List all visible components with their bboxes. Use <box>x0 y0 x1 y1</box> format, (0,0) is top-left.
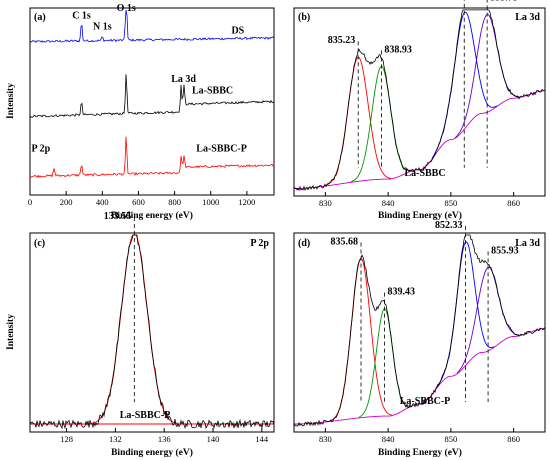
panel-c-p2p-la-sbbc-p: 128 132 136 140 144 133.55 (c) P 2p La-SBBC-… <box>6 211 275 458</box>
x-tick-label: 850 <box>445 198 458 208</box>
x-tick-label: 132 <box>109 434 122 444</box>
x-tick-label: 850 <box>445 434 458 444</box>
x-tick-label: 860 <box>507 198 520 208</box>
panel-b-x-ticks: 830 840 850 860 <box>319 192 520 208</box>
panel-a-survey-spectrum: 0 200 400 600 800 1000 1200 C 1sN 1s O 1s DS La 3… <box>6 3 275 221</box>
background-line <box>294 328 545 425</box>
x-tick-label: 128 <box>60 434 73 444</box>
component-peak-1 <box>329 257 393 422</box>
panel-c-x-ticks: 128 132 136 140 144 <box>60 428 269 444</box>
annotation-label: O 1s <box>117 3 136 14</box>
panel-a-x-ticks: 0 200 400 600 800 1000 1200 <box>28 191 255 207</box>
panel-c-label: (c) <box>34 238 45 249</box>
x-tick-label: 0 <box>28 197 32 207</box>
panel-d-label: (d) <box>298 238 310 249</box>
panel-d-frame <box>293 232 546 433</box>
panel-d-sample-label: La-SBBC-P <box>400 396 451 407</box>
x-tick-label: 830 <box>319 434 332 444</box>
panel-b-label: (b) <box>298 12 310 23</box>
panel-d-la3d-la-sbbc-p: 830 840 850 860 835.68 839.43 852.33 855.93 (d… <box>293 220 546 458</box>
annotation-label: La 3d <box>171 74 196 85</box>
peak-value-label: 855.78 <box>490 0 518 4</box>
panel-c-title: P 2p <box>250 238 269 249</box>
panel-c-peak-markers: 133.55 <box>104 211 135 403</box>
panel-a-y-axis-label: Intensity <box>6 83 16 119</box>
panel-b-title: La 3d <box>515 12 540 23</box>
raw-spectrum-line <box>29 234 275 430</box>
x-tick-label: 830 <box>319 198 332 208</box>
series-line-ds <box>29 9 275 43</box>
x-tick-label: 144 <box>255 434 269 444</box>
panel-b-sample-label: La-SBBC <box>404 168 445 179</box>
peak-value-label: 852.13 <box>434 0 462 2</box>
panel-a-x-axis-label: Binding energy (eV) <box>111 210 193 221</box>
x-tick-label: 800 <box>168 197 181 207</box>
x-tick-label: 1000 <box>202 197 219 207</box>
x-tick-label: 860 <box>507 434 520 444</box>
panel-b-peak-markers: 835.23 838.93 852.13 855.78 <box>328 0 518 168</box>
x-tick-label: 200 <box>60 197 73 207</box>
panel-c-x-axis-label: Binding energy (eV) <box>111 447 193 458</box>
peak-value-label: 852.33 <box>435 220 463 231</box>
x-tick-label: 840 <box>382 434 395 444</box>
panel-b-la3d-la-sbbc: 830 840 850 860 835.23 838.93 852.13 855.78 (b… <box>293 0 546 221</box>
x-tick-label: 140 <box>207 434 220 444</box>
panel-d-x-axis-label: Binding Energy (eV) <box>378 447 462 458</box>
panel-d-peak-markers: 835.68 839.43 852.33 855.93 <box>331 220 519 403</box>
raw-spectrum-line <box>293 234 546 427</box>
annotation-label: DS <box>231 25 244 36</box>
panel-c-sample-label: La-SBBC-P <box>120 410 171 421</box>
peak-value-label: 133.55 <box>104 211 132 222</box>
panel-d-x-ticks: 830 840 850 860 <box>319 428 520 444</box>
peak-value-label: 855.93 <box>491 245 519 256</box>
series-line-la-sbbc <box>29 74 275 118</box>
annotation-label: La-SBBC <box>192 85 233 96</box>
x-tick-label: 600 <box>132 197 145 207</box>
x-tick-label: 400 <box>96 197 109 207</box>
series-line-la-sbbc-p <box>29 136 275 178</box>
panel-c-curves <box>29 234 275 430</box>
panel-d-title: La 3d <box>515 238 540 249</box>
panel-b-frame <box>293 7 546 197</box>
annotation-label: P 2p <box>32 143 51 154</box>
peak-value-label: 838.93 <box>384 44 412 55</box>
panel-a-series <box>29 9 275 178</box>
x-tick-label: 840 <box>382 198 395 208</box>
peak-value-label: 835.23 <box>328 35 356 46</box>
peak-value-label: 839.43 <box>388 287 416 298</box>
panel-a-label: (a) <box>34 12 46 23</box>
panel-c-y-axis-label: Intensity <box>6 314 16 350</box>
annotation-label: C 1s <box>72 10 91 21</box>
panel-c-frame <box>29 232 275 433</box>
peak-value-label: 835.68 <box>331 236 359 247</box>
x-tick-label: 1200 <box>238 197 255 207</box>
panel-a-frame <box>29 7 275 196</box>
x-tick-label: 136 <box>158 434 171 444</box>
annotation-label: La-SBBC-P <box>196 143 247 154</box>
raw-spectrum-line <box>293 9 545 192</box>
panel-b-x-axis-label: Binding Energy (eV) <box>378 210 462 221</box>
annotation-label: N 1s <box>93 22 112 33</box>
